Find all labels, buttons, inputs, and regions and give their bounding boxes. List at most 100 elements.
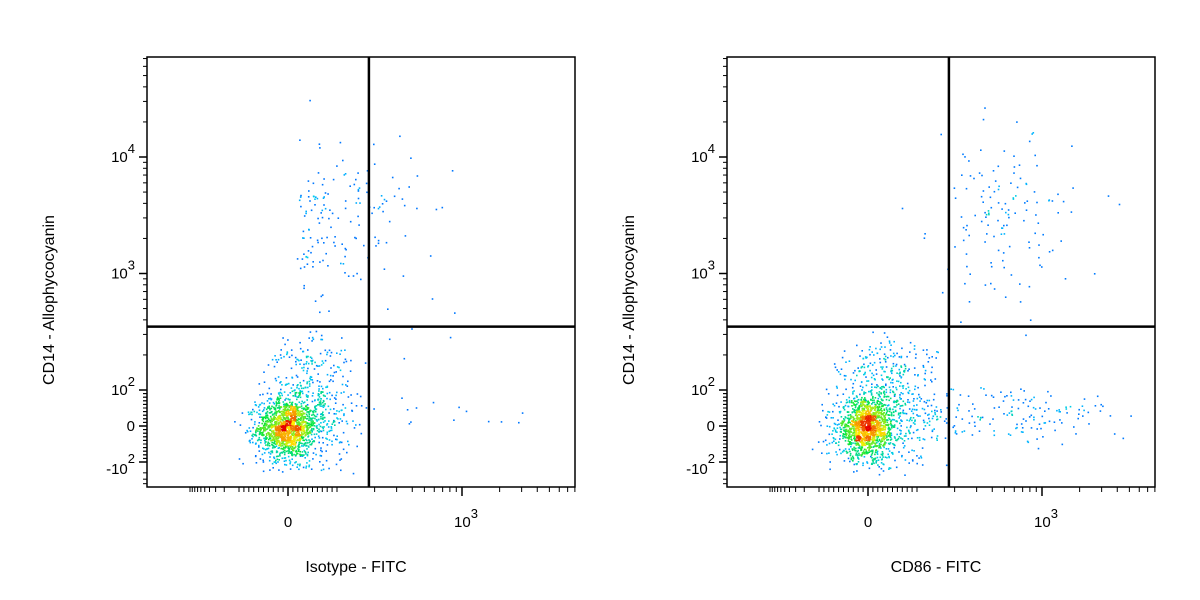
event-dot (279, 441, 281, 444)
event-dot (945, 464, 948, 467)
event-dot (282, 421, 285, 423)
event-dot (316, 427, 318, 429)
event-dot (902, 385, 905, 387)
event-dot (273, 413, 276, 415)
event-dot (860, 404, 862, 406)
event-dot (280, 349, 282, 351)
event-dot (892, 453, 894, 455)
event-dot (1118, 203, 1121, 206)
event-dot (264, 427, 267, 430)
event-dot (310, 421, 312, 423)
event-dot (297, 444, 300, 447)
event-dot (326, 423, 329, 425)
event-dot (273, 416, 275, 419)
event-dot (885, 442, 887, 444)
event-dot (869, 423, 872, 425)
event-dot (884, 424, 887, 426)
event-dot (311, 440, 314, 443)
event-dot (843, 430, 846, 432)
event-dot (832, 410, 834, 413)
event-dot (872, 395, 874, 398)
event-dot (866, 432, 869, 435)
event-dot (944, 437, 947, 439)
event-dot (292, 440, 294, 442)
event-dot (883, 332, 886, 334)
event-dot (868, 417, 871, 419)
event-dot (318, 403, 320, 406)
event-dot (335, 438, 337, 441)
event-dot (988, 186, 990, 188)
event-dot (441, 206, 444, 209)
event-dot (901, 385, 904, 387)
event-dot (326, 424, 328, 426)
event-dot (845, 450, 848, 453)
event-dot (248, 440, 251, 442)
event-dot (273, 418, 276, 421)
event-dot (280, 410, 283, 413)
event-dot (880, 467, 883, 470)
event-dot (883, 433, 886, 435)
event-dot (846, 451, 849, 454)
event-dot (882, 405, 884, 408)
event-dot (892, 390, 894, 393)
event-dot (280, 388, 282, 391)
event-dot (863, 438, 865, 441)
event-dot (258, 404, 261, 406)
event-dot (872, 413, 875, 416)
event-dot (923, 438, 926, 441)
event-dot (880, 443, 882, 446)
event-dot (288, 450, 290, 452)
event-dot (863, 442, 865, 444)
event-dot (322, 468, 325, 471)
event-dot (293, 414, 295, 416)
event-dot (1047, 408, 1050, 410)
event-dot (278, 421, 280, 424)
event-dot (288, 406, 290, 409)
event-dot (269, 456, 271, 458)
event-dot (870, 376, 873, 379)
event-dot (431, 298, 434, 300)
event-dot (287, 412, 290, 415)
event-dot (302, 454, 304, 457)
event-dot (817, 441, 820, 443)
event-dot (997, 219, 999, 222)
event-dot (863, 448, 866, 451)
event-dot (923, 237, 926, 239)
event-dot (911, 459, 914, 461)
event-dot (866, 429, 868, 431)
plot-frame (726, 56, 1156, 488)
event-dot (875, 449, 878, 451)
event-dot (263, 452, 266, 454)
event-dot (840, 452, 842, 455)
event-dot (869, 436, 872, 439)
event-dot (292, 444, 295, 446)
event-dot (854, 420, 857, 422)
y-tick-label: 0 (127, 418, 135, 435)
event-dot (295, 403, 298, 406)
event-dot (264, 422, 266, 425)
event-dot (326, 236, 328, 239)
event-dot (313, 422, 316, 424)
event-dot (879, 358, 881, 360)
event-dot (878, 428, 881, 430)
event-dot (306, 430, 308, 432)
event-dot (889, 420, 892, 423)
event-dot (303, 424, 305, 427)
event-dot (855, 405, 857, 407)
event-dot (889, 349, 892, 351)
event-dot (265, 437, 268, 440)
event-dot (299, 442, 302, 444)
event-dot (842, 426, 845, 429)
event-dot (857, 410, 860, 413)
event-dot (278, 469, 280, 471)
event-dot (266, 421, 268, 423)
event-dot (880, 428, 883, 430)
event-dot (295, 454, 297, 456)
event-dot (291, 414, 293, 416)
event-dot (265, 420, 267, 423)
event-dot (1036, 428, 1038, 430)
event-dot (877, 385, 879, 388)
y-tick-label: 103 (691, 258, 715, 283)
event-dot (318, 437, 321, 439)
event-dot (872, 449, 874, 452)
